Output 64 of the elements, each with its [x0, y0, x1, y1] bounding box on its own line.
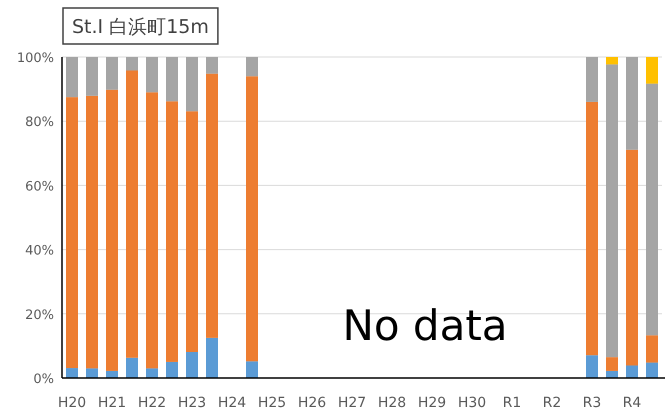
y-tick-label: 40%	[25, 244, 54, 259]
bar	[586, 355, 598, 378]
bar	[626, 57, 638, 150]
x-tick-label: H24	[218, 395, 246, 411]
y-tick-label: 20%	[25, 308, 54, 323]
bar	[246, 76, 258, 362]
bar	[126, 70, 138, 358]
bar	[606, 64, 618, 358]
y-tick-label: 80%	[25, 115, 54, 130]
bar	[186, 352, 198, 378]
x-tick-label: R4	[622, 395, 642, 411]
y-tick-label: 60%	[25, 179, 54, 194]
bar	[86, 57, 98, 96]
bar	[206, 57, 218, 74]
x-tick-label: H26	[298, 395, 326, 411]
bar	[586, 57, 598, 102]
bar	[66, 97, 78, 368]
bar	[646, 335, 658, 363]
bar	[626, 150, 638, 366]
x-tick-label: H21	[98, 395, 126, 411]
bar	[106, 57, 118, 90]
bar	[166, 57, 178, 102]
bar	[146, 368, 158, 378]
y-tick-label: 0%	[33, 372, 54, 387]
bar	[166, 101, 178, 362]
chart-title: St.I 白浜町15m	[72, 16, 209, 38]
bar	[206, 338, 218, 378]
bar	[126, 57, 138, 70]
x-tick-label: R1	[502, 395, 522, 411]
bar	[646, 84, 658, 336]
y-tick-label: 100%	[16, 51, 54, 66]
bar	[606, 370, 618, 378]
bar	[106, 370, 118, 378]
bar	[186, 111, 198, 352]
bar	[146, 92, 158, 368]
x-tick-label: R2	[542, 395, 562, 411]
bar	[626, 365, 638, 378]
bar	[206, 74, 218, 338]
bar	[646, 57, 658, 84]
x-tick-label: H27	[338, 395, 366, 411]
bar	[66, 57, 78, 98]
x-tick-label: H30	[458, 395, 486, 411]
bar	[246, 361, 258, 378]
x-tick-label: H22	[138, 395, 166, 411]
bar	[126, 358, 138, 378]
bar	[106, 90, 118, 371]
x-tick-label: H25	[258, 395, 286, 411]
x-tick-label: H28	[378, 395, 406, 411]
bar	[606, 357, 618, 371]
bar	[86, 368, 98, 378]
bar	[166, 362, 178, 378]
annotation: No data	[342, 301, 508, 350]
bar	[146, 57, 158, 92]
x-tick-label: H23	[178, 395, 206, 411]
bar	[606, 57, 618, 64]
bar	[646, 362, 658, 378]
bar	[86, 96, 98, 368]
x-tick-label: R3	[582, 395, 602, 411]
bar	[586, 102, 598, 356]
bar	[66, 368, 78, 378]
x-tick-label: H20	[58, 395, 86, 411]
bar	[246, 57, 258, 76]
x-tick-label: H29	[418, 395, 446, 411]
bar	[186, 57, 198, 112]
